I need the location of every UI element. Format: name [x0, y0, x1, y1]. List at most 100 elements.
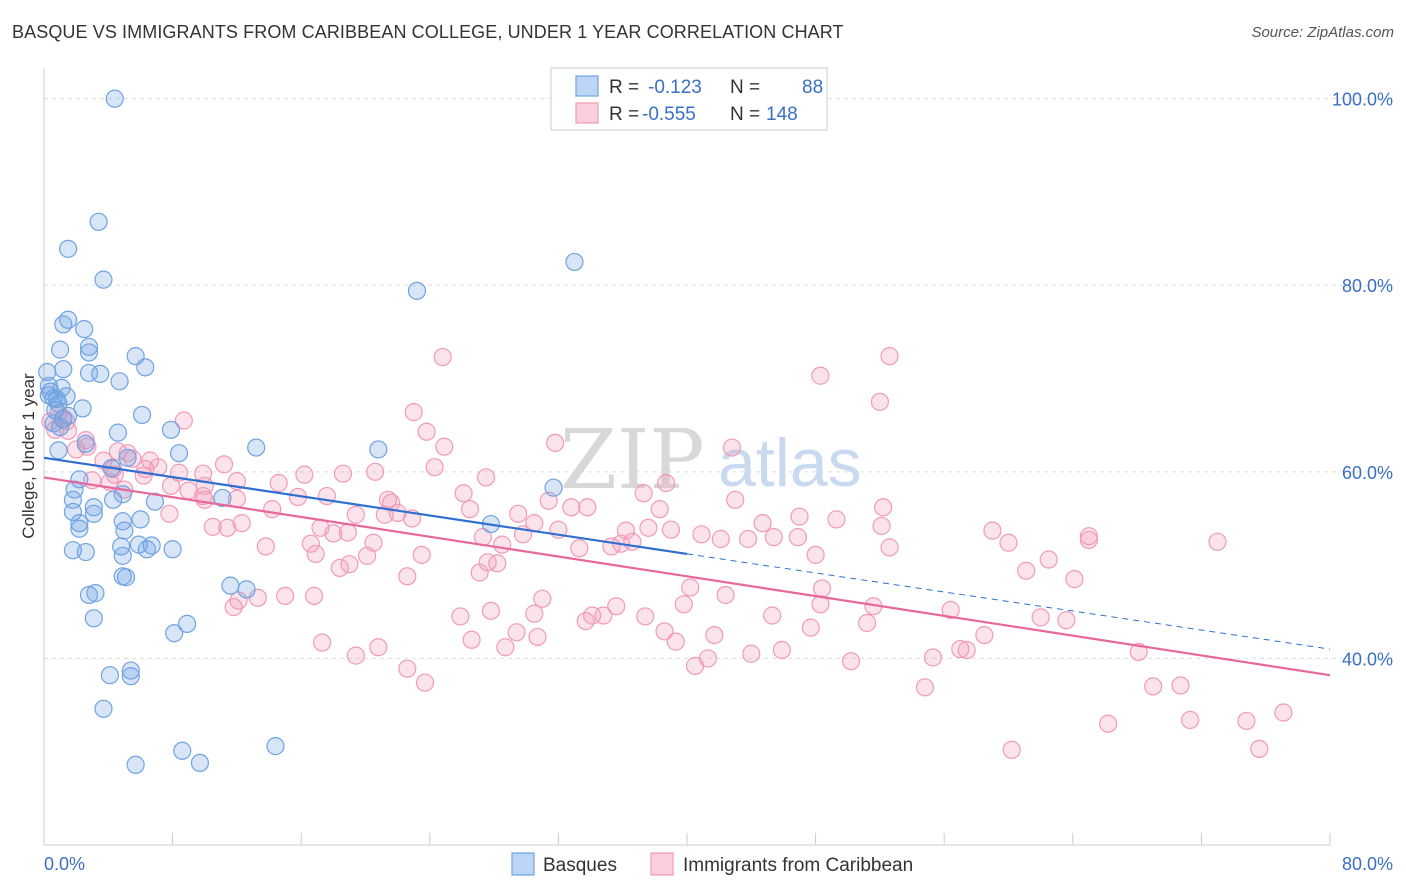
point-caribbean — [525, 514, 544, 533]
point-caribbean — [454, 484, 473, 503]
point-basques — [132, 405, 152, 425]
legend-r-label-0: R = — [609, 77, 639, 98]
point-basques — [76, 542, 95, 562]
point-basques — [565, 252, 584, 272]
point-caribbean — [340, 555, 359, 574]
point-basques — [89, 212, 108, 231]
point-caribbean — [460, 500, 480, 519]
point-caribbean — [764, 528, 783, 547]
point-caribbean — [716, 585, 735, 605]
point-basques — [76, 434, 95, 453]
point-caribbean — [338, 523, 357, 542]
point-caribbean — [470, 563, 489, 582]
point-basques — [59, 239, 78, 258]
point-caribbean — [772, 640, 791, 660]
legend-r-value-0: -0.123 — [648, 77, 702, 98]
point-caribbean — [681, 578, 700, 597]
point-basques — [113, 512, 132, 531]
point-caribbean — [295, 465, 314, 484]
point-caribbean — [1057, 611, 1076, 630]
point-basques — [79, 337, 99, 356]
point-caribbean — [811, 366, 830, 385]
point-caribbean — [705, 625, 724, 645]
point-caribbean — [134, 466, 153, 485]
point-basques — [108, 423, 128, 442]
point-caribbean — [366, 462, 385, 481]
point-basques — [221, 576, 240, 595]
x-tick-label-min: 0.0% — [44, 854, 85, 874]
point-basques — [213, 488, 232, 508]
point-caribbean — [636, 607, 655, 626]
point-caribbean — [726, 490, 745, 509]
point-caribbean — [1274, 703, 1293, 722]
point-caribbean — [674, 595, 693, 614]
bottom-legend-basques: Basques — [543, 855, 617, 876]
point-basques — [70, 519, 89, 538]
point-caribbean — [369, 638, 388, 657]
point-caribbean — [951, 639, 970, 659]
point-caribbean — [118, 444, 137, 463]
point-caribbean — [722, 438, 742, 457]
point-caribbean — [425, 458, 444, 477]
y-tick-label: 80.0% — [1342, 276, 1393, 296]
point-basques — [169, 444, 189, 463]
legend-box: R = -0.123 N = 88 R = -0.555 N = 148 — [550, 67, 828, 131]
point-basques — [75, 319, 94, 339]
point-caribbean — [1129, 642, 1148, 661]
point-basques — [247, 438, 266, 457]
point-caribbean — [880, 347, 899, 366]
point-caribbean — [763, 606, 782, 625]
point-caribbean — [488, 554, 507, 573]
point-caribbean — [1099, 714, 1118, 733]
point-basques — [70, 514, 89, 533]
point-caribbean — [398, 659, 417, 678]
legend-n-label-0: N = — [730, 77, 760, 98]
source-label: Source: ZipAtlas.com — [1251, 24, 1394, 41]
point-caribbean — [306, 544, 325, 564]
point-basques — [407, 281, 427, 300]
point-caribbean — [346, 505, 365, 524]
point-caribbean — [1017, 561, 1036, 580]
point-caribbean — [788, 528, 808, 547]
point-caribbean — [655, 622, 674, 641]
point-caribbean — [174, 411, 193, 430]
point-caribbean — [301, 534, 320, 553]
y-tick-labels: 100.0% 80.0% 60.0% 40.0% — [1332, 90, 1393, 670]
point-basques — [104, 490, 123, 509]
point-caribbean — [1237, 711, 1256, 731]
point-caribbean — [509, 504, 528, 523]
point-caribbean — [874, 498, 893, 517]
point-basques — [161, 420, 181, 439]
point-caribbean — [639, 518, 658, 537]
grid-lines — [44, 98, 1393, 659]
point-caribbean — [1171, 676, 1190, 695]
point-basques — [116, 568, 136, 587]
watermark-zip: ZIP — [560, 413, 705, 508]
point-basques — [177, 614, 197, 633]
point-caribbean — [666, 632, 685, 651]
trend-basques — [43, 456, 688, 556]
point-caribbean — [999, 533, 1018, 552]
point-basques — [84, 609, 103, 628]
point-basques — [165, 624, 184, 643]
point-caribbean — [711, 529, 730, 549]
chart-title: BASQUE VS IMMIGRANTS FROM CARIBBEAN COLL… — [12, 22, 844, 42]
y-axis-label: College, Under 1 year — [19, 373, 38, 539]
point-basques — [84, 504, 103, 523]
legend-n-label-1: N = — [730, 104, 760, 125]
point-caribbean — [417, 422, 436, 441]
point-caribbean — [742, 644, 761, 663]
point-caribbean — [67, 440, 86, 459]
point-basques — [50, 417, 70, 437]
point-caribbean — [412, 545, 431, 564]
point-basques — [121, 661, 140, 680]
bottom-legend-swatch-basques — [511, 852, 535, 876]
point-caribbean — [451, 607, 470, 626]
point-caribbean — [1250, 739, 1269, 759]
point-basques — [63, 502, 83, 522]
point-basques — [131, 510, 150, 529]
point-basques — [237, 580, 256, 599]
point-caribbean — [1039, 550, 1058, 569]
point-caribbean — [1208, 532, 1227, 551]
